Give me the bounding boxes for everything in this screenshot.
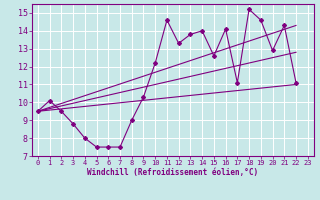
- X-axis label: Windchill (Refroidissement éolien,°C): Windchill (Refroidissement éolien,°C): [87, 168, 258, 177]
